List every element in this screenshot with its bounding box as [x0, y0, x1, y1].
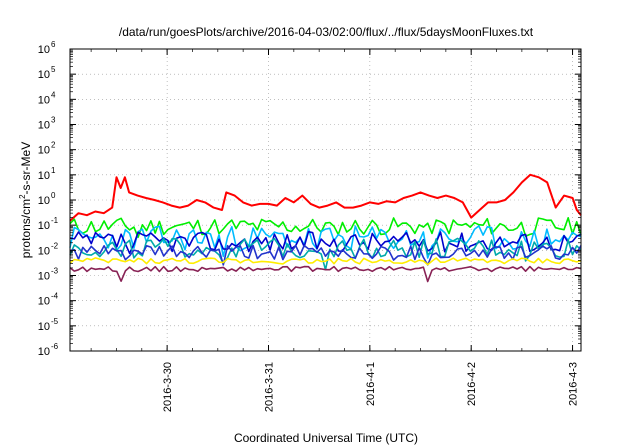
- y-tick-exponent: -1: [51, 216, 59, 225]
- x-axis-label: Coordinated Universal Time (UTC): [234, 431, 418, 445]
- x-tick-label: 2016-3-31: [263, 362, 275, 412]
- y-tick-exponent: 0: [51, 191, 56, 200]
- y-tick-exponent: 5: [51, 65, 56, 74]
- y-tick-label: 10: [38, 69, 50, 81]
- y-tick-exponent: -4: [51, 292, 59, 301]
- y-tick-label: 10: [38, 94, 50, 106]
- series-layer: [69, 173, 582, 283]
- series-line-5: [69, 244, 582, 266]
- y-axis-label-rest: -s-sr-MeV: [19, 142, 33, 195]
- series-line-7: [69, 265, 582, 283]
- series-line-1: [69, 217, 582, 239]
- y-tick-exponent: 3: [51, 116, 56, 125]
- y-tick-label: 10: [38, 44, 50, 56]
- y-tick-label: 10: [38, 145, 50, 157]
- y-tick-label: 10: [38, 195, 50, 207]
- y-tick-exponent: 6: [51, 40, 56, 49]
- y-tick-label: 10: [38, 271, 50, 283]
- y-tick-exponent: 1: [51, 166, 56, 175]
- x-tick-label: 2016-4-1: [365, 362, 377, 406]
- series-line-3: [69, 230, 582, 255]
- y-tick-label: 10: [38, 321, 50, 333]
- x-tick-label: 2016-4-2: [466, 362, 478, 406]
- series-line-6: [69, 257, 582, 266]
- y-tick-exponent: -5: [51, 317, 59, 326]
- series-line-0: [69, 173, 582, 222]
- y-tick-exponent: 4: [51, 90, 56, 99]
- y-tick-label: 10: [38, 220, 50, 232]
- y-tick-exponent: 2: [51, 141, 56, 150]
- x-tick-label: 2016-3-30: [162, 362, 174, 412]
- y-tick-exponent: -2: [51, 241, 59, 250]
- x-tick-label: 2016-4-3: [568, 362, 580, 406]
- y-axis-label: protons/cm2-s-sr-MeV: [18, 142, 33, 258]
- y-tick-exponent: -6: [51, 342, 59, 351]
- y-tick-label: 10: [38, 245, 50, 257]
- y-axis-label-exp: 2: [18, 194, 27, 199]
- y-tick-exponent: -3: [51, 267, 59, 276]
- y-axis-label-base: protons/cm: [19, 199, 33, 258]
- y-tick-label: 10: [38, 296, 50, 308]
- series-line-2: [69, 225, 582, 259]
- chart-title: /data/run/goesPlots/archive/2016-04-03/0…: [119, 25, 534, 39]
- y-tick-label: 10: [38, 170, 50, 182]
- y-tick-label: 10: [38, 120, 50, 132]
- y-tick-label: 10: [38, 346, 50, 358]
